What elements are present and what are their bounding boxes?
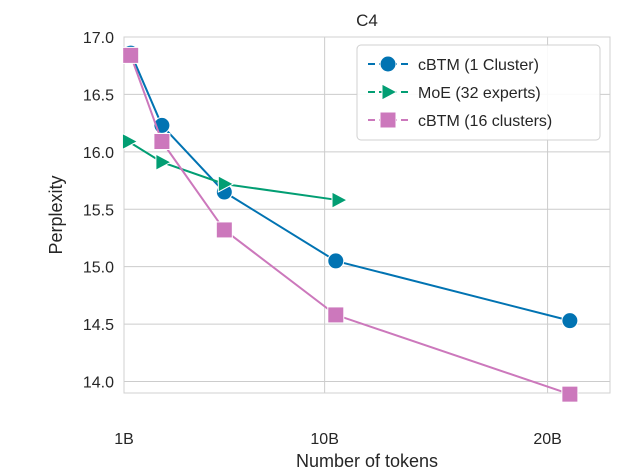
- chart-title: C4: [356, 11, 378, 30]
- data-point-cbtm-16-clusters: [561, 385, 579, 403]
- plot-frame: [123, 36, 611, 394]
- y-tick-label: 14.0: [83, 375, 114, 392]
- x-axis-label: Number of tokens: [296, 451, 438, 471]
- y-tick-labels: 14.0 14.5 15.0 15.5 16.0 16.5 17.0: [83, 30, 114, 392]
- x-tick-label: 20B: [533, 431, 561, 448]
- y-axis-label: Perplexity: [46, 175, 66, 254]
- legend-label-cbtm-1-cluster: cBTM (1 Cluster): [418, 57, 539, 74]
- x-tick-label: 10B: [310, 431, 338, 448]
- data-point-cbtm-16-clusters: [327, 306, 345, 324]
- y-tick-label: 15.5: [83, 202, 114, 219]
- data-point-cbtm-16-clusters: [215, 221, 233, 239]
- data-point-cbtm-16-clusters: [153, 133, 171, 151]
- legend: cBTM (1 Cluster) MoE (32 experts) cBTM (16…: [356, 44, 601, 141]
- data-point-cbtm-16-clusters: [122, 46, 140, 64]
- data-point-moe-32-experts: [217, 175, 235, 193]
- data-point-moe-32-experts: [155, 153, 172, 172]
- y-tick-label: 17.0: [83, 30, 114, 47]
- y-tick-label: 14.5: [83, 317, 114, 334]
- legend-box: [356, 44, 601, 141]
- legend-marker-cbtm-16-clusters: [379, 111, 397, 129]
- series-line-moe-32-experts: [127, 140, 339, 202]
- y-tick-label: 16.5: [83, 87, 114, 104]
- legend-label-moe-32-experts: MoE (32 experts): [418, 85, 541, 102]
- data-point-moe-32-experts: [331, 191, 349, 209]
- data-point-cbtm-1-cluster: [327, 252, 345, 270]
- data-point-moe-32-experts: [121, 132, 139, 151]
- legend-label-cbtm-16-clusters: cBTM (16 clusters): [418, 113, 552, 130]
- y-tick-label: 15.0: [83, 260, 114, 277]
- x-tick-labels: 1B 10B 20B: [114, 431, 562, 448]
- y-tick-label: 16.0: [83, 145, 114, 162]
- series-moe-32-experts: [121, 132, 349, 209]
- series-cbtm-16-clusters: [122, 46, 579, 403]
- legend-marker-moe-32-experts: [381, 83, 399, 101]
- series-layer: [121, 44, 579, 403]
- data-point-cbtm-1-cluster: [561, 312, 579, 330]
- x-tick-label: 1B: [114, 431, 134, 448]
- legend-marker-cbtm-1-cluster: [379, 55, 397, 73]
